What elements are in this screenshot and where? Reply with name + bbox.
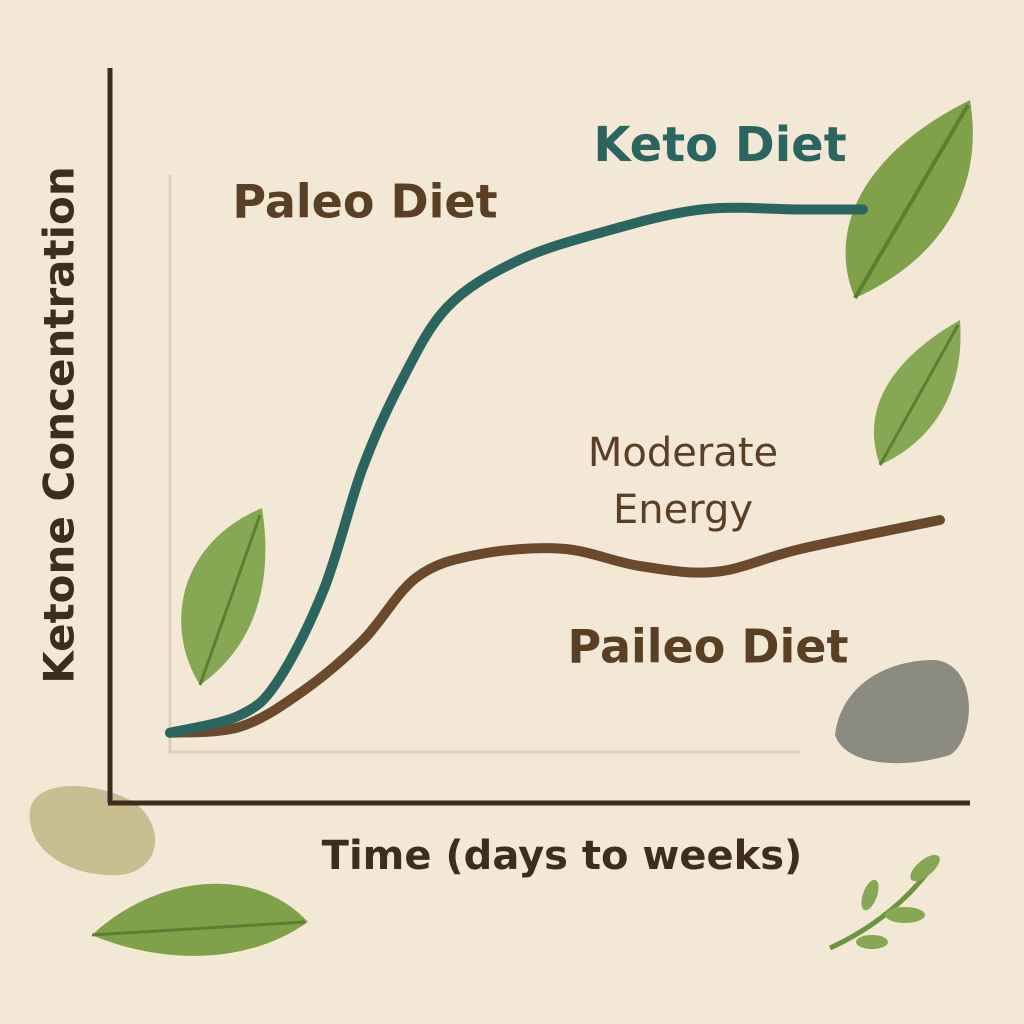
annotation: Paleo Diet <box>232 175 497 229</box>
series-label: Keto Diet <box>593 117 846 173</box>
series-line <box>165 202 868 738</box>
annotation: Moderate Energy <box>588 430 778 533</box>
decorations <box>29 100 973 956</box>
x-axis-label: Time (days to weeks) <box>322 833 803 879</box>
y-axis-label: Ketone Concentration <box>35 166 84 683</box>
series-label: Paileo Diet <box>567 620 848 674</box>
series-line <box>165 515 945 738</box>
